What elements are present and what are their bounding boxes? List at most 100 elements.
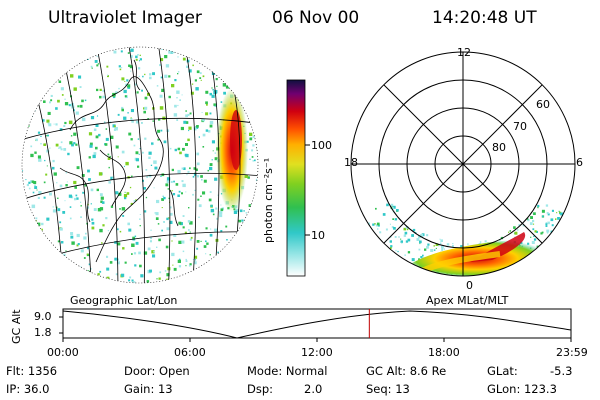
- speckle-dot: [185, 191, 187, 193]
- speckle-dot: [106, 65, 109, 68]
- speckle-dot: [131, 279, 134, 282]
- speckle-dot: [554, 230, 557, 233]
- speckle-dot: [54, 250, 57, 253]
- speckle-dot: [139, 58, 142, 61]
- speckle-dot: [128, 64, 131, 67]
- speckle-dot: [146, 280, 150, 283]
- speckle-dot: [202, 133, 206, 137]
- speckle-dot: [241, 219, 244, 222]
- speckle-dot: [163, 221, 165, 223]
- speckle-dot: [182, 226, 185, 229]
- speckle-dot: [249, 132, 253, 136]
- speckle-dot: [249, 55, 252, 58]
- speckle-dot: [126, 79, 129, 82]
- speckle-dot: [44, 47, 47, 50]
- speckle-dot: [526, 218, 529, 220]
- speckle-dot: [200, 240, 202, 242]
- speckle-dot: [217, 251, 219, 254]
- speckle-dot: [433, 249, 436, 251]
- speckle-dot: [212, 64, 214, 67]
- speckle-dot: [418, 258, 420, 261]
- speckle-dot: [81, 117, 86, 122]
- speckle-dot: [209, 112, 212, 115]
- speckle-dot: [40, 281, 43, 283]
- speckle-dot: [50, 68, 52, 70]
- speckle-dot: [182, 215, 185, 217]
- speckle-dot: [126, 192, 130, 195]
- timeline-x-tick-1200: 12:00: [301, 346, 333, 359]
- speckle-dot: [77, 243, 80, 246]
- speckle-dot: [181, 167, 184, 170]
- speckle-dot: [76, 166, 80, 170]
- speckle-dot: [407, 251, 411, 254]
- speckle-dot: [70, 275, 74, 279]
- speckle-dot: [254, 159, 256, 162]
- speckle-dot: [208, 267, 210, 270]
- speckle-dot: [439, 238, 441, 240]
- speckle-dot: [542, 215, 544, 218]
- speckle-dot: [65, 172, 67, 174]
- speckle-dot: [209, 254, 211, 256]
- speckle-dot: [184, 48, 188, 52]
- speckle-dot: [39, 277, 41, 279]
- speckle-dot: [24, 207, 26, 209]
- speckle-dot: [209, 166, 213, 171]
- speckle-dot: [405, 226, 409, 229]
- speckle-dot: [124, 196, 127, 200]
- speckle-dot: [143, 251, 148, 255]
- speckle-dot: [96, 88, 99, 92]
- speckle-dot: [60, 87, 64, 91]
- speckle-dot: [54, 74, 56, 77]
- status-gc-alt: GC Alt: 8.6 Re: [366, 364, 447, 378]
- speckle-dot: [64, 200, 66, 202]
- speckle-dot: [535, 230, 538, 233]
- speckle-dot: [32, 225, 35, 227]
- speckle-dot: [193, 167, 197, 170]
- speckle-dot: [188, 207, 190, 209]
- speckle-dot: [28, 181, 31, 184]
- speckle-dot: [254, 203, 258, 207]
- speckle-dot: [530, 216, 533, 219]
- speckle-dot: [181, 240, 185, 244]
- speckle-dot: [46, 119, 50, 123]
- speckle-dot: [372, 223, 375, 226]
- speckle-dot: [236, 281, 238, 282]
- speckle-dot: [166, 177, 171, 181]
- speckle-dot: [245, 220, 248, 224]
- speckle-dot: [68, 104, 71, 107]
- speckle-dot: [85, 272, 87, 274]
- speckle-dot: [144, 106, 148, 110]
- speckle-dot: [131, 243, 135, 247]
- status-flt: Flt: 1356: [6, 364, 58, 378]
- speckle-dot: [137, 165, 140, 168]
- speckle-dot: [192, 176, 195, 178]
- speckle-dot: [178, 190, 181, 193]
- speckle-dot: [460, 245, 463, 248]
- speckle-dot: [193, 173, 197, 176]
- speckle-dot: [161, 207, 163, 209]
- speckle-dot: [251, 83, 254, 86]
- speckle-dot: [41, 245, 43, 248]
- speckle-dot: [231, 77, 233, 79]
- speckle-dot: [196, 162, 200, 166]
- speckle-dot: [67, 60, 71, 64]
- speckle-dot: [179, 222, 183, 226]
- speckle-dot: [158, 238, 161, 242]
- speckle-dot: [171, 190, 173, 192]
- speckle-dot: [23, 275, 27, 278]
- speckle-dot: [540, 232, 543, 235]
- speckle-dot: [509, 230, 511, 232]
- speckle-dot: [139, 218, 141, 220]
- speckle-dot: [166, 180, 170, 184]
- speckle-dot: [124, 81, 126, 82]
- speckle-dot: [71, 143, 74, 147]
- speckle-dot: [138, 153, 140, 155]
- speckle-dot: [169, 212, 173, 216]
- speckle-dot: [117, 242, 121, 246]
- speckle-dot: [113, 50, 117, 54]
- speckle-dot: [134, 83, 137, 86]
- speckle-dot: [59, 184, 63, 188]
- speckle-dot: [136, 91, 139, 94]
- speckle-dot: [179, 151, 182, 155]
- speckle-dot: [42, 72, 46, 76]
